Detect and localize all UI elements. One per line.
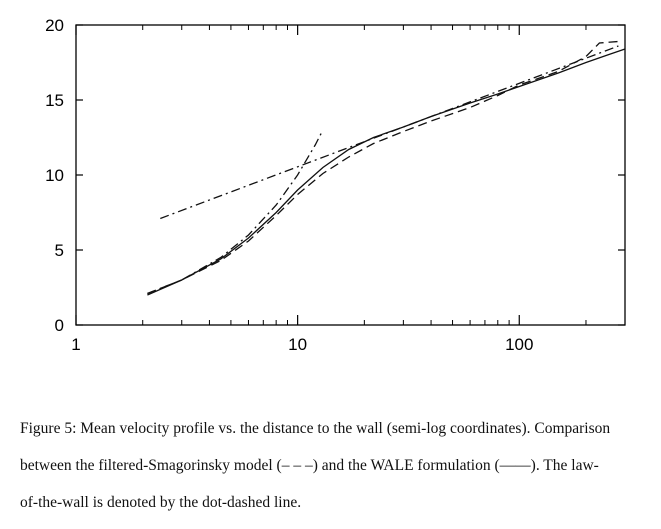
plot-frame	[75, 24, 626, 326]
figure-caption: Figure 5: Mean velocity profile vs. the …	[20, 410, 656, 521]
y-tick-label: 5	[55, 241, 64, 260]
chart-area: 0 5 10 15 20 1 10 100	[45, 16, 626, 354]
law-of-the-wall-line	[147, 129, 324, 295]
y-tick-label: 10	[45, 166, 64, 185]
law-of-the-wall-line	[160, 45, 619, 220]
smagorinsky-curve	[147, 40, 619, 295]
wale-curve	[147, 48, 626, 296]
y-tick-label: 15	[45, 91, 64, 110]
caption-line-1: Figure 5: Mean velocity profile vs. the …	[20, 420, 611, 437]
y-tick-label: 20	[45, 16, 64, 35]
caption-line-3: of-the-wall is denoted by the dot-dashed…	[20, 494, 302, 511]
caption-line-2: between the filtered-Smagorinsky model (…	[20, 457, 599, 474]
y-tick-label: 0	[55, 316, 64, 335]
velocity-profile-chart: 0 5 10 15 20 1 10 100	[45, 16, 626, 354]
x-tick-label: 1	[71, 335, 80, 354]
x-tick-label: 10	[288, 335, 307, 354]
x-tick-label: 100	[505, 335, 533, 354]
